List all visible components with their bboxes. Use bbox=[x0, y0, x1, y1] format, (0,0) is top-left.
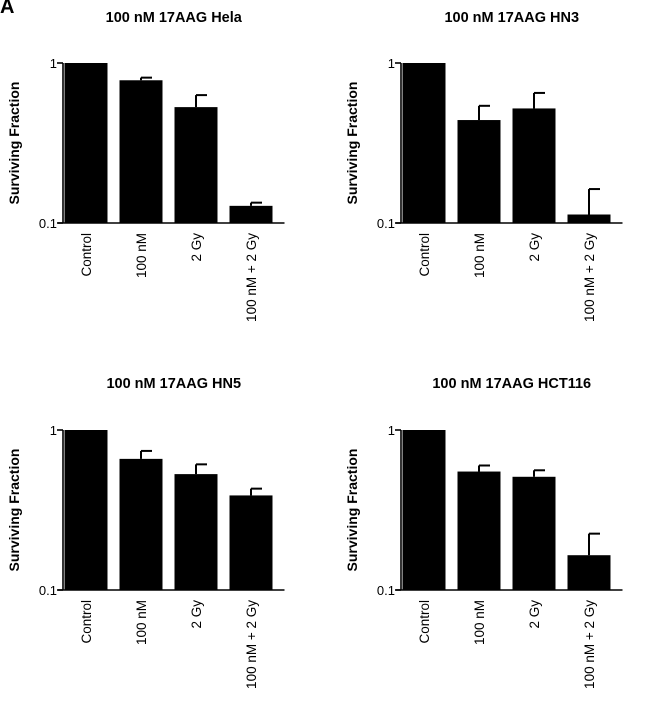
category-label-control: Control bbox=[79, 600, 94, 644]
y-axis-label: Surviving Fraction bbox=[6, 449, 22, 572]
y-tick-label-0-1: 0.1 bbox=[39, 216, 57, 231]
bar-100-nm-2-gy bbox=[229, 495, 273, 590]
y-tick-label-1: 1 bbox=[50, 423, 57, 438]
bar-2-gy bbox=[174, 107, 218, 223]
category-label-100-nm-2-gy: 100 nM + 2 Gy bbox=[582, 233, 597, 322]
chart-4: 100 nM 17AAG HCT116 Surviving Fraction Con… bbox=[344, 376, 623, 689]
chart-title: 100 nM 17AAG HN5 bbox=[106, 376, 241, 392]
category-label-2-gy: 2 Gy bbox=[527, 600, 542, 629]
bar-control bbox=[402, 63, 446, 223]
panel-letter: A bbox=[0, 0, 15, 18]
y-tick-label-0-1: 0.1 bbox=[39, 583, 57, 598]
category-label-100-nm-2-gy: 100 nM + 2 Gy bbox=[244, 600, 259, 689]
bar-control bbox=[402, 430, 446, 590]
bar-100-nm bbox=[457, 120, 501, 223]
y-axis-label: Surviving Fraction bbox=[6, 82, 22, 205]
category-label-control: Control bbox=[417, 233, 432, 277]
chart-1: 100 nM 17AAG Hela Surviving Fraction Contr… bbox=[6, 10, 285, 322]
bar-100-nm-2-gy bbox=[567, 555, 611, 590]
bar-control bbox=[64, 63, 108, 223]
category-label-2-gy: 2 Gy bbox=[527, 233, 542, 262]
category-label-100-nm: 100 nM bbox=[134, 233, 149, 278]
category-label-control: Control bbox=[417, 600, 432, 644]
category-label-100-nm: 100 nM bbox=[472, 600, 487, 645]
chart-title: 100 nM 17AAG HN3 bbox=[444, 10, 579, 26]
y-tick-label-1: 1 bbox=[388, 423, 395, 438]
bar-control bbox=[64, 430, 108, 590]
chart-title: 100 nM 17AAG HCT116 bbox=[432, 376, 591, 392]
chart-2: 100 nM 17AAG HN3 Surviving Fraction Contro… bbox=[344, 10, 623, 322]
category-label-100-nm-2-gy: 100 nM + 2 Gy bbox=[582, 600, 597, 689]
y-axis-label: Surviving Fraction bbox=[344, 449, 360, 572]
category-label-2-gy: 2 Gy bbox=[189, 600, 204, 629]
category-label-2-gy: 2 Gy bbox=[189, 233, 204, 262]
y-tick-label-0-1: 0.1 bbox=[377, 216, 395, 231]
bar-100-nm bbox=[119, 80, 163, 223]
category-label-100-nm: 100 nM bbox=[134, 600, 149, 645]
y-tick-label-0-1: 0.1 bbox=[377, 583, 395, 598]
bar-100-nm bbox=[457, 471, 501, 590]
chart-3: 100 nM 17AAG HN5 Surviving Fraction Contro… bbox=[6, 376, 285, 689]
y-axis-label: Surviving Fraction bbox=[344, 82, 360, 205]
chart-title: 100 nM 17AAG Hela bbox=[106, 10, 243, 26]
y-tick-label-1: 1 bbox=[50, 56, 57, 71]
bar-100-nm bbox=[119, 458, 163, 590]
bar-2-gy bbox=[174, 474, 218, 590]
bar-100-nm-2-gy bbox=[567, 214, 611, 223]
category-label-control: Control bbox=[79, 233, 94, 277]
bar-100-nm-2-gy bbox=[229, 205, 273, 223]
category-label-100-nm-2-gy: 100 nM + 2 Gy bbox=[244, 233, 259, 322]
y-tick-label-1: 1 bbox=[388, 56, 395, 71]
category-label-100-nm: 100 nM bbox=[472, 233, 487, 278]
bar-2-gy bbox=[512, 476, 556, 590]
bar-2-gy bbox=[512, 108, 556, 223]
